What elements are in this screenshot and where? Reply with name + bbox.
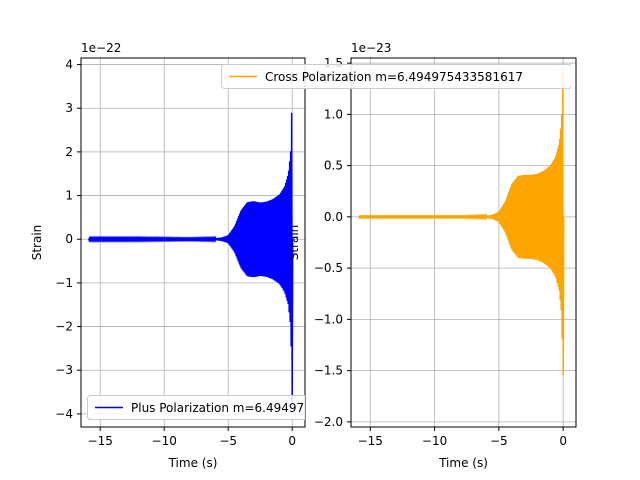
series-line-1 bbox=[87, 112, 294, 408]
x-tick-label: −5 bbox=[490, 434, 508, 448]
x-tick-label: 0 bbox=[288, 434, 296, 448]
y-tick-label: 1 bbox=[65, 189, 73, 203]
y-tick-label: −1 bbox=[55, 276, 73, 290]
series-line-1 bbox=[358, 69, 565, 376]
y-tick-label: −3 bbox=[55, 363, 73, 377]
y-tick-label: 0.5 bbox=[324, 159, 343, 173]
y-offset-label: 1e−22 bbox=[81, 41, 121, 55]
y-axis-label: Strain bbox=[287, 225, 301, 261]
y-tick-label: −2.0 bbox=[314, 415, 343, 429]
y-tick-label: 1.0 bbox=[324, 107, 343, 121]
legend-content: Cross Polarization m=6.494975433581617 bbox=[221, 64, 571, 89]
y-tick-label: −4 bbox=[55, 407, 73, 421]
x-tick-label: −15 bbox=[88, 434, 113, 448]
y-tick-label: −2 bbox=[55, 320, 73, 334]
legend-label: Plus Polarization m=6.494975433581617 bbox=[131, 401, 381, 415]
legend-box bbox=[221, 64, 571, 89]
y-tick-label: 4 bbox=[65, 58, 73, 72]
y-offset-label: 1e−23 bbox=[351, 41, 391, 55]
y-tick-label: 0.0 bbox=[324, 210, 343, 224]
x-axis-label: Time (s) bbox=[438, 456, 488, 470]
y-tick-label: 3 bbox=[65, 101, 73, 115]
y-tick-label: −1.5 bbox=[314, 364, 343, 378]
x-tick-label: −10 bbox=[152, 434, 177, 448]
legend-1: Plus Polarization m=6.494975433581617 bbox=[87, 395, 381, 420]
x-axis-label: Time (s) bbox=[168, 456, 218, 470]
axes-frame bbox=[350, 57, 577, 428]
y-axis-label: Strain bbox=[30, 225, 44, 261]
legend-box bbox=[87, 395, 305, 420]
x-tick-label: −10 bbox=[422, 434, 447, 448]
y-tick-label: 2 bbox=[65, 145, 73, 159]
y-tick-label: −1.0 bbox=[314, 312, 343, 326]
chart-panel-2: −15 −10 −5 0−2.0−1.5−1.0−0.50.00.51.01.5Tim… bbox=[287, 41, 577, 470]
x-tick-label: −15 bbox=[358, 434, 383, 448]
legend-2: Cross Polarization m=6.494975433581617 bbox=[221, 64, 571, 89]
axes-frame bbox=[80, 57, 306, 428]
legend-content: Plus Polarization m=6.494975433581617 bbox=[87, 395, 381, 420]
y-tick-label: −0.5 bbox=[314, 261, 343, 275]
y-tick-label: 0 bbox=[65, 232, 73, 246]
legend-label: Cross Polarization m=6.494975433581617 bbox=[265, 70, 523, 84]
x-tick-label: −5 bbox=[219, 434, 237, 448]
x-tick-label: 0 bbox=[559, 434, 567, 448]
